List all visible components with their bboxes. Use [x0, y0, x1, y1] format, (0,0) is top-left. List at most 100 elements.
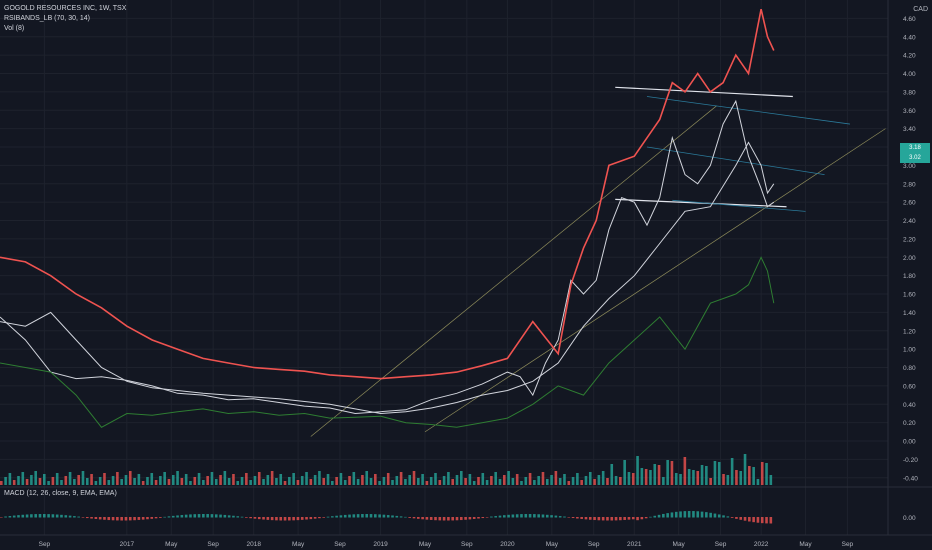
volume-legend[interactable]: Vol (8): [4, 25, 25, 32]
volume-bar: [331, 481, 334, 485]
macd-histogram-bar: [133, 517, 136, 521]
x-tick-label: 2017: [120, 541, 135, 548]
macd-histogram-bar: [313, 517, 317, 519]
macd-histogram-bar: [700, 511, 704, 518]
volume-bar: [85, 478, 89, 485]
symbol-title[interactable]: GOGOLD RESOURCES INC, 1W, TSX: [4, 5, 127, 12]
macd-histogram-bar: [193, 514, 197, 518]
volume-bar: [283, 481, 287, 485]
macd-histogram-bar: [17, 515, 20, 518]
macd-histogram-bar: [722, 515, 725, 518]
y-tick-label: 2.00: [903, 255, 916, 262]
volume-bar: [619, 477, 622, 485]
volume-bar: [649, 470, 652, 485]
macd-histogram-bar: [588, 517, 592, 520]
volume-bar: [554, 471, 558, 485]
volume-bar: [687, 469, 691, 485]
macd-histogram-bar: [494, 516, 497, 518]
y-tick-label: 0.80: [903, 365, 916, 372]
macd-histogram-bar: [223, 514, 227, 518]
macd-histogram-bar: [769, 517, 773, 524]
macd-histogram-bar: [417, 517, 420, 519]
macd-histogram-bar: [4, 516, 7, 518]
macd-histogram-bar: [657, 514, 661, 518]
macd-histogram-bar: [202, 514, 205, 518]
macd-histogram-bar: [257, 517, 261, 520]
macd-histogram-bar: [614, 517, 618, 521]
volume-bar: [141, 481, 145, 485]
volume-bar: [38, 478, 42, 485]
macd-histogram-bar: [765, 517, 768, 524]
volume-bar: [674, 473, 678, 485]
macd-histogram-bar: [717, 514, 721, 518]
macd-histogram-bar: [12, 515, 16, 518]
volume-bar: [412, 471, 416, 485]
volume-bar: [150, 473, 154, 485]
macd-histogram-bar: [533, 514, 536, 518]
macd-legend[interactable]: MACD (12, 26, close, 9, EMA, EMA): [4, 490, 117, 497]
y-tick-label: 4.40: [903, 34, 916, 41]
macd-histogram-bar: [309, 517, 313, 520]
macd-histogram-bar: [0, 517, 3, 518]
macd-histogram-bar: [498, 515, 502, 518]
macd-histogram-bar: [683, 511, 687, 518]
macd-histogram-bar: [709, 512, 712, 518]
volume-bar: [438, 480, 442, 485]
macd-histogram-bar: [283, 517, 287, 521]
volume-bar: [417, 478, 420, 485]
macd-histogram-bar: [640, 517, 644, 520]
volume-bar: [51, 477, 55, 485]
x-tick-label: 2021: [627, 541, 642, 548]
volume-bar: [171, 475, 175, 485]
macd-histogram-bar: [60, 514, 63, 518]
volume-bar: [666, 460, 669, 485]
volume-bar: [0, 481, 3, 485]
volume-bar: [339, 473, 343, 485]
macd-histogram-bar: [137, 517, 141, 520]
macd-histogram-bar: [485, 517, 489, 518]
macd-histogram-bar: [266, 517, 270, 520]
x-tick-label: Sep: [715, 541, 727, 548]
macd-histogram-bar: [292, 517, 295, 521]
volume-bar: [223, 471, 227, 485]
volume-bar: [184, 474, 188, 485]
volume-bar: [128, 471, 132, 485]
volume-bar: [253, 476, 257, 485]
volume-bar: [726, 475, 730, 485]
volume-bar: [640, 468, 644, 485]
macd-histogram-bar: [610, 517, 614, 521]
macd-histogram-bar: [55, 514, 59, 518]
volume-bar: [47, 481, 50, 485]
macd-histogram-bar: [150, 517, 154, 519]
macd-histogram-bar: [47, 514, 50, 518]
macd-histogram-bar: [111, 517, 115, 521]
volume-bar: [657, 465, 661, 485]
macd-histogram-bar: [128, 517, 132, 521]
macd-histogram-bar: [378, 514, 381, 518]
volume-bar: [520, 481, 523, 485]
macd-histogram-bar: [735, 517, 738, 519]
macd-histogram-bar: [270, 517, 274, 521]
y-tick-label: 1.40: [903, 310, 916, 317]
macd-histogram-bar: [468, 517, 472, 520]
last-price-value: 3.18: [909, 145, 921, 151]
macd-histogram-bar: [434, 517, 437, 521]
macd-histogram-bar: [692, 511, 695, 518]
macd-histogram-bar: [34, 514, 37, 518]
macd-histogram-bar: [369, 514, 373, 518]
macd-histogram-bar: [8, 516, 12, 518]
volume-bar: [627, 472, 631, 485]
volume-bar: [55, 473, 59, 485]
macd-histogram-bar: [459, 517, 463, 521]
volume-bar: [214, 479, 218, 485]
volume-bar: [760, 462, 764, 485]
macd-histogram-bar: [210, 514, 214, 518]
y-tick-label: 4.60: [903, 16, 916, 23]
macd-histogram-bar: [649, 516, 652, 518]
volume-bar: [550, 475, 553, 485]
macd-histogram-bar: [305, 517, 308, 520]
volume-bar: [576, 473, 579, 485]
macd-histogram-bar: [348, 514, 351, 518]
rsibands-legend[interactable]: RSIBANDS_LB (70, 30, 14): [4, 15, 90, 22]
